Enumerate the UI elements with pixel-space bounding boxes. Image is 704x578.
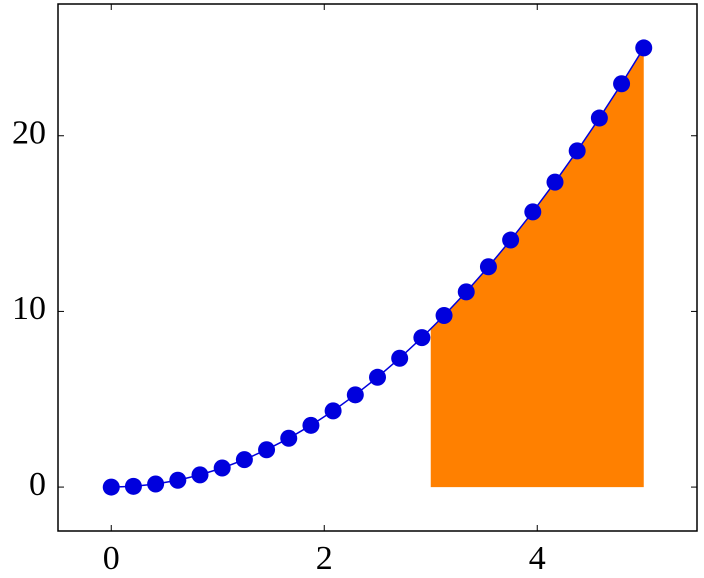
marker	[635, 39, 653, 57]
marker	[502, 231, 520, 249]
marker	[391, 349, 409, 367]
plot-area	[102, 39, 653, 496]
axes-frame	[57, 3, 698, 532]
marker	[479, 258, 497, 276]
marker	[346, 386, 364, 404]
marker	[302, 416, 320, 434]
marker	[324, 402, 342, 420]
marker	[124, 477, 142, 495]
marker	[280, 429, 298, 447]
marker	[102, 478, 120, 496]
marker	[568, 142, 586, 160]
y-tick-label: 20	[12, 115, 46, 152]
marker	[147, 475, 165, 493]
x-tick-label: 2	[316, 540, 333, 577]
marker	[235, 451, 253, 469]
marker	[613, 75, 631, 93]
filled-area	[430, 47, 644, 488]
x-tick-label: 4	[529, 540, 546, 577]
marker	[213, 459, 231, 477]
marker	[369, 368, 386, 386]
marker	[590, 109, 608, 127]
marker	[546, 173, 564, 191]
marker	[524, 203, 542, 221]
marker	[435, 307, 453, 325]
y-tick-label: 0	[29, 466, 46, 503]
y-tick-label: 10	[12, 290, 46, 327]
marker	[413, 329, 431, 347]
marker	[169, 471, 187, 489]
marker	[457, 283, 475, 301]
x-tick-label: 0	[103, 540, 120, 577]
marker	[191, 466, 209, 484]
marker	[258, 441, 276, 459]
